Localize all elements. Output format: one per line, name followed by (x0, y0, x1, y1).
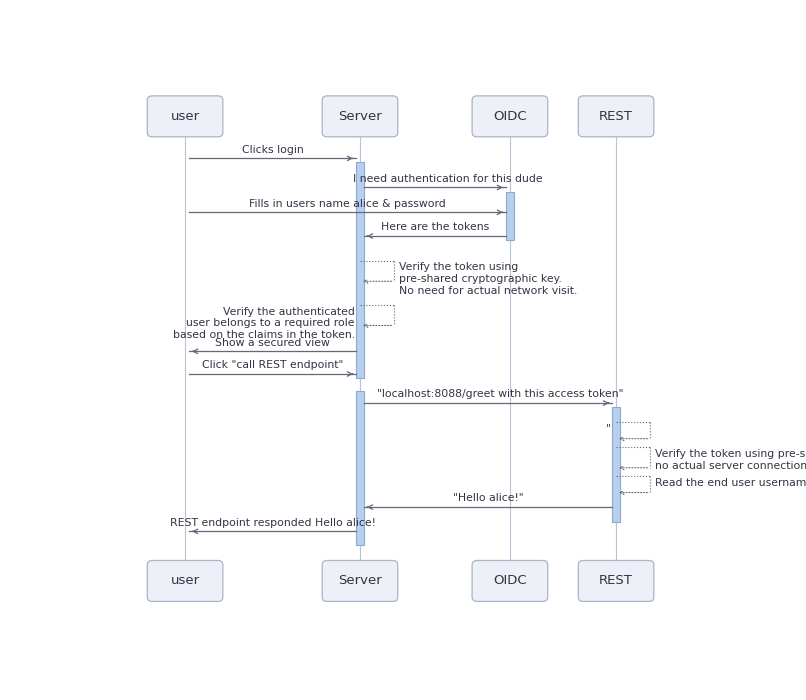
Bar (506, 192, 514, 240)
Text: OIDC: OIDC (493, 110, 526, 122)
Bar (356, 162, 364, 378)
Text: I need authentication for this dude: I need authentication for this dude (352, 174, 542, 183)
Text: "localhost:8088/greet with this access token": "localhost:8088/greet with this access t… (377, 389, 624, 399)
FancyBboxPatch shape (472, 96, 548, 136)
Text: Verify the authenticated
user belongs to a required role
based on the claims in : Verify the authenticated user belongs to… (172, 307, 355, 340)
Text: Here are the tokens: Here are the tokens (380, 222, 489, 232)
Text: Server: Server (338, 110, 382, 122)
Text: REST: REST (599, 575, 633, 587)
Text: Verify the token using
pre-shared cryptographic key.
No need for actual network : Verify the token using pre-shared crypto… (399, 262, 578, 295)
Text: Clicks login: Clicks login (242, 145, 303, 155)
Text: Fills in users name alice & password: Fills in users name alice & password (249, 199, 446, 209)
Text: Verify the token using pre-shared key,
no actual server connection.: Verify the token using pre-shared key, n… (655, 449, 806, 470)
Bar (612, 407, 620, 522)
FancyBboxPatch shape (147, 561, 223, 601)
Bar (356, 391, 364, 545)
Text: Server: Server (338, 575, 382, 587)
Text: user: user (171, 575, 200, 587)
Text: REST: REST (599, 110, 633, 122)
FancyBboxPatch shape (322, 96, 398, 136)
Text: Show a secured view: Show a secured view (215, 337, 330, 348)
FancyBboxPatch shape (147, 96, 223, 136)
Text: Read the end user username from the token.: Read the end user username from the toke… (655, 478, 806, 488)
FancyBboxPatch shape (578, 96, 654, 136)
Text: ": " (606, 424, 611, 433)
Text: "Hello alice!": "Hello alice!" (453, 494, 523, 503)
Text: Click "call REST endpoint": Click "call REST endpoint" (202, 360, 343, 370)
FancyBboxPatch shape (578, 561, 654, 601)
Text: user: user (171, 110, 200, 122)
FancyBboxPatch shape (472, 561, 548, 601)
Text: REST endpoint responded Hello alice!: REST endpoint responded Hello alice! (169, 517, 376, 528)
Text: OIDC: OIDC (493, 575, 526, 587)
FancyBboxPatch shape (322, 561, 398, 601)
